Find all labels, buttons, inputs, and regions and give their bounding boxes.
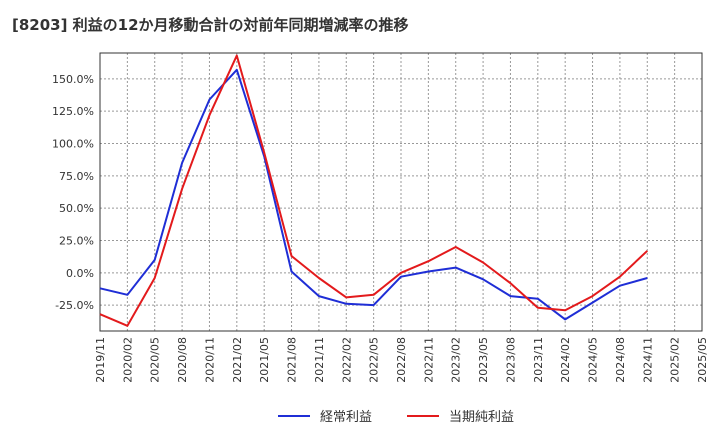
legend-label: 経常利益 xyxy=(320,410,372,425)
x-tick-label: 2023/08 xyxy=(504,337,517,383)
x-tick-label: 2023/11 xyxy=(532,337,545,383)
y-tick-label: 75.0% xyxy=(59,170,94,183)
x-tick-label: 2025/02 xyxy=(669,337,682,383)
y-tick-label: 125.0% xyxy=(52,105,94,118)
y-tick-label: 150.0% xyxy=(52,73,94,86)
axes: -25.0% 0.0% 25.0% 50.0% 75.0% 100.0% 125.0% 150… xyxy=(52,52,709,383)
series-line-net-income xyxy=(99,54,648,327)
x-tick-label: 2020/08 xyxy=(176,337,189,383)
y-tick-label: 100.0% xyxy=(52,138,94,151)
x-tick-label: 2020/02 xyxy=(121,337,134,383)
x-tick-label: 2020/11 xyxy=(203,337,216,383)
x-tick-label: 2022/11 xyxy=(422,337,435,383)
x-tick-label: 2023/02 xyxy=(450,337,463,383)
grid xyxy=(99,53,703,331)
x-tick-label: 2024/11 xyxy=(641,337,654,383)
y-tick-label: 50.0% xyxy=(59,202,94,215)
y-tick-label: 25.0% xyxy=(59,234,94,247)
chart-title: [8203] 利益の12か月移動合計の対前年同期増減率の推移 xyxy=(12,16,409,34)
x-tick-label: 2020/05 xyxy=(149,337,162,383)
legend: 経常利益 当期純利益 xyxy=(278,410,514,425)
x-tick-label: 2023/05 xyxy=(477,337,490,383)
series-line-ordinary-profit xyxy=(99,68,648,321)
x-tick-label: 2022/02 xyxy=(340,337,353,383)
y-tick-label: 0.0% xyxy=(66,267,94,280)
x-tick-label: 2019/11 xyxy=(94,337,107,383)
legend-label: 当期純利益 xyxy=(449,410,514,425)
y-tick-label: -25.0% xyxy=(55,299,94,312)
x-tick-label: 2022/08 xyxy=(395,337,408,383)
plot-frame xyxy=(99,52,703,332)
x-tick-label: 2024/08 xyxy=(614,337,627,383)
x-tick-label: 2021/11 xyxy=(313,337,326,383)
series-layer xyxy=(99,54,648,327)
x-tick-label: 2021/05 xyxy=(258,337,271,383)
x-tick-label: 2022/05 xyxy=(368,337,381,383)
x-tick-label: 2021/02 xyxy=(231,337,244,383)
x-tick-label: 2024/05 xyxy=(587,337,600,383)
x-tick-label: 2025/05 xyxy=(696,337,709,383)
x-tick-label: 2024/02 xyxy=(559,337,572,383)
x-tick-label: 2021/08 xyxy=(286,337,299,383)
